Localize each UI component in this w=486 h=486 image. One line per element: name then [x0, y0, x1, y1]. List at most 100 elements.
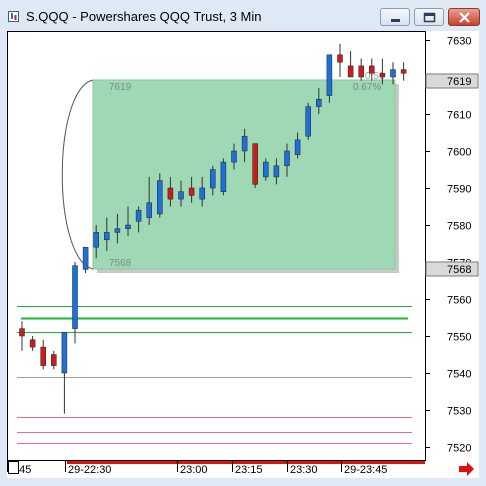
zone-box-extra-label: 0.51	[365, 71, 385, 82]
candlestick-chart[interactable]: 761975680.67%0.5176307620761076007590758…	[7, 31, 479, 478]
candle	[61, 332, 68, 414]
maximize-icon	[423, 12, 436, 23]
time-tick-label: 23:00	[180, 464, 208, 476]
time-axis-highlight	[67, 461, 425, 464]
candle-down	[51, 354, 57, 366]
candle-up	[263, 161, 269, 178]
candle-down	[369, 65, 375, 74]
zone-box-pct-label: 0.67%	[353, 82, 381, 93]
candle	[51, 350, 57, 370]
candle	[220, 158, 227, 196]
candle-up	[231, 150, 237, 163]
time-tick-label: 29-23:45	[344, 464, 387, 476]
candle	[326, 54, 333, 103]
price-tick-label: 7520	[447, 443, 471, 455]
candle-up	[210, 169, 216, 189]
candle	[284, 143, 290, 177]
price-tick-label: 7600	[447, 147, 471, 159]
price-marker-box	[425, 73, 479, 89]
candle-up	[220, 161, 227, 192]
price-marker-label: 7568	[447, 264, 471, 276]
close-button[interactable]	[448, 8, 480, 26]
candle-down	[19, 328, 25, 337]
chart-area[interactable]: 761975680.67%0.5176307620761076007590758…	[7, 31, 479, 478]
candle	[231, 143, 237, 170]
candle-up	[241, 135, 248, 152]
app-icon	[8, 11, 19, 22]
candle-up	[199, 187, 205, 200]
candle-up	[294, 139, 301, 155]
price-tick-label: 7560	[447, 295, 471, 307]
zone-box	[92, 79, 396, 270]
candle	[72, 262, 78, 344]
candle	[19, 321, 25, 351]
candle-up	[326, 54, 333, 96]
candle	[188, 176, 195, 203]
window-title: S.QQQ - Powershares QQQ Trust, 3 Min	[26, 9, 262, 24]
candle-down	[358, 65, 364, 78]
candle	[40, 339, 46, 370]
candle	[305, 102, 311, 140]
title-bar[interactable]: S.QQQ - Powershares QQQ Trust, 3 Min	[0, 0, 486, 32]
price-tick-label: 7630	[447, 36, 471, 48]
price-tick-label: 7590	[447, 184, 471, 196]
price-tick-label: 7580	[447, 221, 471, 233]
candle	[146, 176, 152, 225]
time-tick-label: 23:30	[290, 464, 318, 476]
candle	[263, 158, 269, 181]
candle-up	[284, 150, 290, 167]
candle-up	[104, 232, 110, 241]
minimize-icon	[391, 19, 400, 22]
candle	[167, 176, 174, 207]
price-tick-label: 7530	[447, 406, 471, 418]
candle-up	[316, 98, 322, 107]
candle-up	[135, 209, 142, 222]
zone-box-bottom-label: 7568	[109, 258, 132, 269]
candle	[93, 225, 99, 259]
candle-up	[93, 232, 99, 248]
minimize-button[interactable]	[380, 8, 410, 26]
candle-up	[114, 228, 121, 233]
price-tick-label: 7610	[447, 110, 471, 122]
candle	[210, 165, 216, 196]
candle-down	[252, 143, 258, 185]
candle-down	[167, 187, 174, 200]
candle	[125, 206, 131, 237]
candle	[135, 206, 142, 233]
candle-up	[178, 191, 184, 200]
price-marker-box	[425, 261, 479, 277]
zone-box-top-label: 7619	[109, 82, 132, 93]
candle	[316, 88, 322, 114]
close-icon	[459, 12, 470, 23]
candle	[114, 213, 121, 244]
candle-down	[347, 65, 354, 78]
scroll-right-arrow-icon[interactable]	[459, 462, 474, 476]
candle	[400, 62, 407, 81]
price-tick-label: 7540	[447, 369, 471, 381]
candle	[379, 58, 386, 85]
candle-up	[125, 224, 131, 229]
candle-down	[379, 73, 386, 78]
candle-up	[146, 202, 152, 218]
candle-up	[305, 106, 311, 137]
candle	[347, 51, 354, 78]
candle	[29, 336, 36, 351]
candle-up	[390, 69, 396, 78]
candle-up	[72, 265, 78, 329]
candle-down	[40, 346, 46, 366]
candle-up	[61, 332, 68, 374]
price-marker-label: 7619	[447, 76, 471, 88]
maximize-button[interactable]	[414, 8, 444, 26]
candle	[157, 173, 163, 218]
time-tick-label: 29-22:30	[68, 464, 111, 476]
candle-down	[188, 187, 195, 196]
candle-down	[400, 69, 407, 74]
candle	[294, 132, 301, 159]
candle	[82, 246, 89, 274]
candle	[369, 58, 375, 81]
candle	[199, 176, 205, 207]
time-tick-label: 23:15	[235, 464, 263, 476]
candle-down	[29, 339, 36, 348]
arrow-shape	[459, 462, 474, 476]
candle	[178, 180, 184, 207]
